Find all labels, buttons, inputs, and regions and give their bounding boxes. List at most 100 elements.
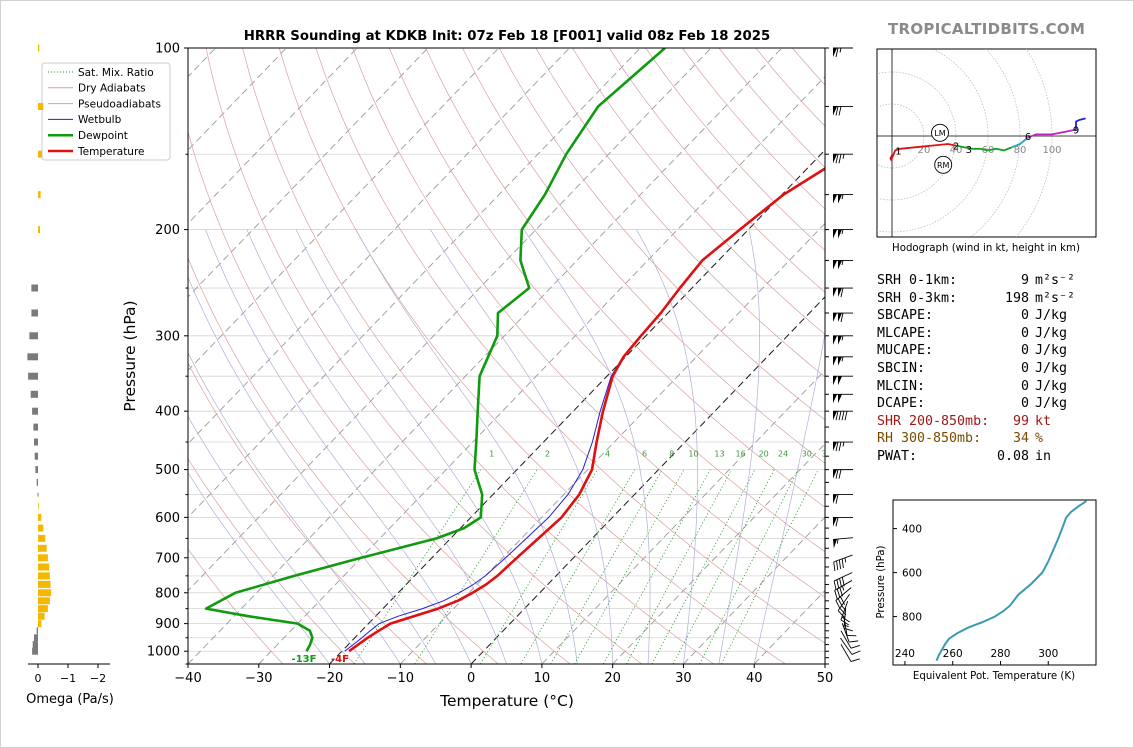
wind-barb: [833, 410, 853, 421]
index-row: MLCIN: 0 J/kg: [877, 378, 1107, 396]
index-value: 0: [1020, 378, 1029, 394]
hodograph-trace: [955, 144, 1013, 152]
hodograph-ring-label: 100: [1042, 145, 1061, 156]
wind-barb: [833, 259, 853, 270]
index-value: 0: [1020, 308, 1029, 324]
omega-bar: [38, 563, 50, 571]
hodograph-caption: Hodograph (wind in kt, height in km): [892, 243, 1080, 254]
barb-half-flag: [844, 557, 847, 563]
index-unit: in: [1035, 448, 1052, 464]
barb-half-flag: [842, 154, 845, 159]
dry-adiabat: [572, 48, 825, 335]
dry-adiabat: [498, 48, 825, 421]
index-unit: %: [1035, 431, 1044, 447]
omega-bar: [38, 544, 47, 552]
index-unit: J/kg: [1035, 343, 1068, 359]
barb-half-flag: [841, 260, 844, 266]
omega-bar: [38, 620, 42, 628]
mixing-ratio-line: [626, 469, 732, 664]
index-label: SRH 0-3km:: [877, 290, 958, 306]
barb-flag: [850, 658, 860, 663]
barb-pennant: [838, 260, 842, 270]
omega-tick-label: −1: [60, 672, 76, 685]
barb-flag: [835, 47, 839, 58]
mixing-ratio-line: [721, 469, 819, 664]
isotherm-gridline: [188, 48, 712, 592]
barb-pennant: [833, 313, 837, 323]
mixing-ratio-line: [520, 469, 636, 664]
barb-staff: [833, 554, 853, 563]
index-label: PWAT:: [877, 448, 918, 464]
barb-staff: [837, 594, 850, 611]
skew-t-title: HRRR Sounding at KDKB Init: 07z Feb 18 […: [244, 29, 770, 44]
barb-flag: [835, 106, 839, 116]
dewpoint-line: [204, 48, 666, 652]
index-label: RH 300-850mb:: [877, 431, 982, 447]
dry-adiabat: [188, 458, 355, 664]
index-unit: m²s⁻²: [1035, 273, 1076, 288]
barb-half-flag: [841, 229, 844, 235]
barb-staff: [834, 580, 853, 591]
omega-bar: [28, 372, 38, 380]
x-tick-label: −40: [174, 671, 201, 686]
barb-pennant: [833, 411, 837, 421]
legend-label: Wetbulb: [78, 114, 122, 126]
mixing-ratio-line: [672, 469, 775, 664]
y-tick-label: 200: [155, 223, 180, 238]
omega-bar: [34, 438, 38, 446]
index-unit: m²s⁻²: [1035, 290, 1076, 306]
storm-motion-marker: [934, 155, 953, 174]
hodograph-trace: [1075, 117, 1086, 130]
wind-barb: [833, 153, 853, 164]
omega-bar: [35, 466, 38, 474]
legend-label: Dry Adiabats: [78, 83, 146, 95]
wind-barbs: [833, 47, 861, 663]
moist-adiabat: [188, 415, 366, 664]
y-tick-label: 100: [155, 42, 180, 57]
hodograph-height-label: 1: [895, 146, 901, 157]
omega-bar: [38, 191, 41, 199]
moist-adiabat: [188, 351, 401, 664]
barb-pennant: [833, 106, 837, 116]
index-value: 34: [1012, 431, 1029, 447]
barb-flag: [838, 106, 842, 116]
surface-dewpoint-label: -13F: [292, 654, 317, 665]
index-label: SRH 0-1km:: [877, 273, 958, 288]
wind-barb: [840, 637, 861, 655]
wind-barb: [833, 393, 853, 404]
legend-box: [41, 62, 171, 161]
theta-x-tick-label: 240: [895, 648, 915, 660]
mixing-ratio-line: [550, 469, 663, 664]
mixing-ratio-line: [353, 469, 482, 664]
dry-adiabat: [352, 48, 825, 598]
mixing-ratio-label: 20: [759, 449, 769, 458]
mixing-ratio-label: 6: [642, 449, 647, 458]
wind-barb: [833, 335, 853, 345]
moist-adiabat: [205, 229, 472, 664]
legend-label: Pseudoadiabats: [78, 98, 161, 110]
y-tick-label: 700: [155, 551, 180, 566]
omega-bar: [38, 44, 40, 52]
index-unit: J/kg: [1035, 378, 1068, 394]
y-tick-label: 300: [155, 329, 180, 344]
barb-flag: [835, 441, 839, 452]
mixing-ratio-label: 2: [545, 449, 550, 458]
y-tick-label: 900: [155, 617, 180, 632]
hodograph-height-label: 9: [1073, 126, 1079, 137]
hodograph-ring-label: 20: [918, 145, 931, 156]
mixing-ratio-line: [574, 469, 685, 664]
index-row: RH 300-850mb: 34%: [877, 430, 1107, 448]
barb-flag: [838, 559, 842, 570]
wind-barb: [833, 47, 853, 58]
wind-barb: [833, 537, 854, 549]
storm-motion-label: LM: [934, 129, 945, 138]
barb-half-flag: [841, 605, 846, 610]
barb-half-flag: [841, 585, 845, 591]
omega-bar: [38, 513, 42, 521]
barb-pennant: [838, 229, 842, 239]
omega-bar: [38, 103, 44, 110]
theta-y-tick-label: 400: [902, 524, 922, 536]
dry-adiabat: [388, 48, 825, 553]
